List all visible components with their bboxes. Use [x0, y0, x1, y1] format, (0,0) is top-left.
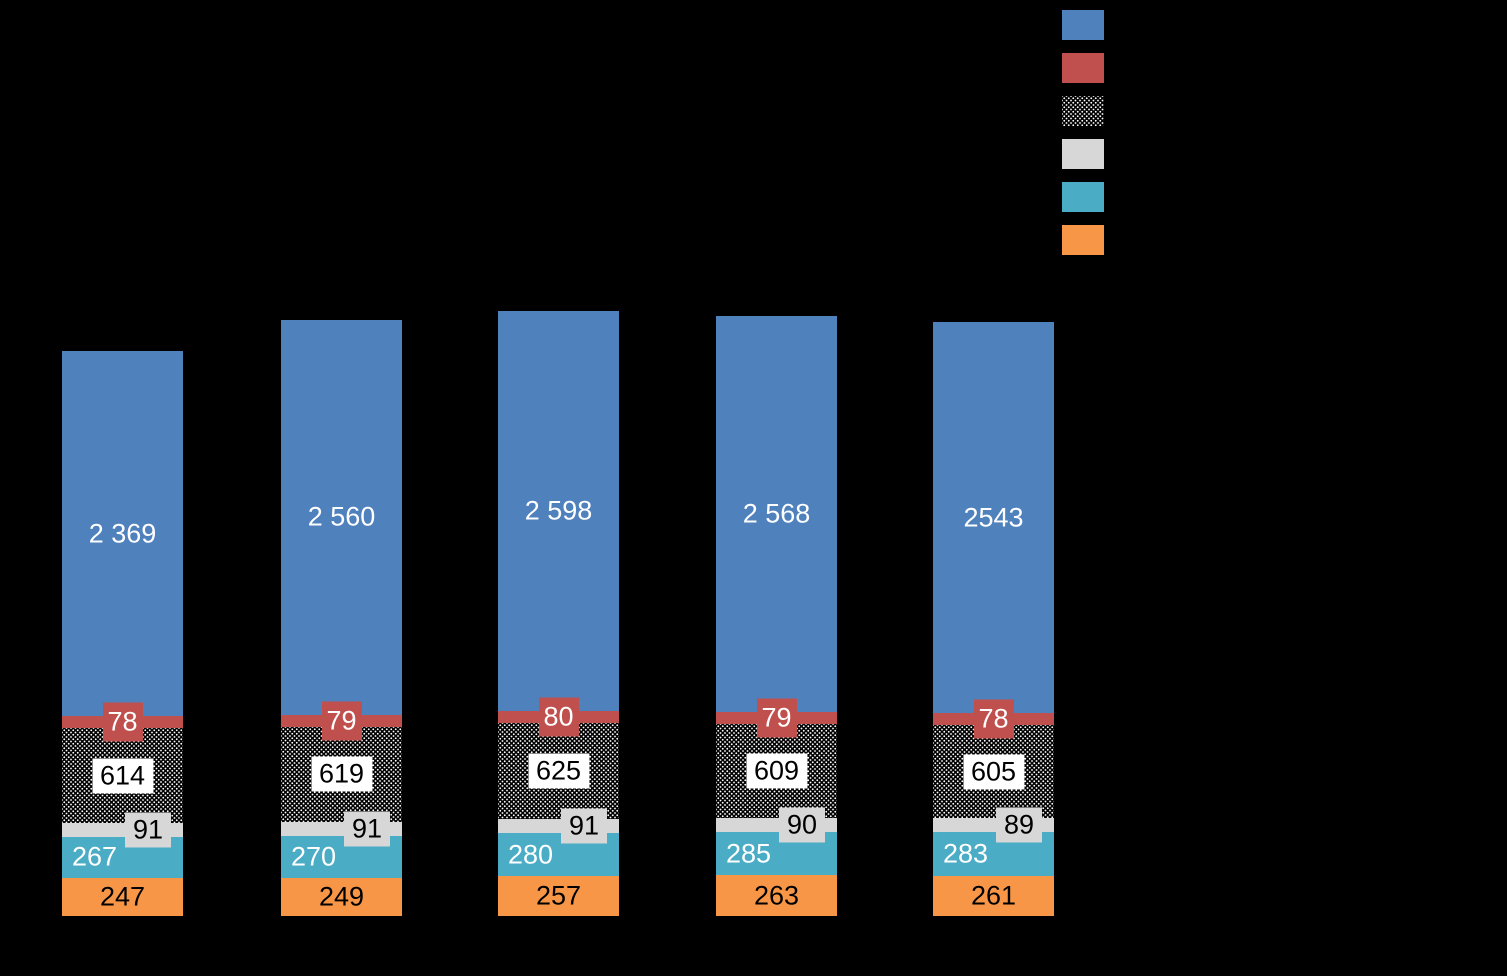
red-segment: 79: [716, 698, 837, 738]
red-value-label: 78: [973, 699, 1014, 739]
blue-value-label: 2 560: [307, 501, 376, 532]
teal-value-label: 285: [726, 838, 772, 869]
legend-swatch-gray: [1062, 139, 1104, 169]
dotted-value-label: 619: [310, 756, 373, 792]
teal-value-label: 267: [72, 841, 118, 872]
gray-value-label: 89: [995, 807, 1042, 843]
legend-swatch-teal: [1062, 182, 1104, 212]
red-segment: 79: [281, 701, 402, 741]
gray-segment: 90: [716, 807, 837, 843]
dotted-segment: 605: [933, 725, 1054, 819]
blue-value-label: 2 568: [742, 498, 811, 529]
orange-segment: 263: [716, 875, 837, 916]
blue-value-label: 2543: [963, 501, 1024, 532]
gray-segment: 91: [281, 811, 402, 847]
red-segment: 78: [933, 699, 1054, 739]
blue-value-label: 2 369: [88, 518, 157, 549]
orange-segment: 249: [281, 877, 402, 916]
blue-segment: 2 560: [281, 320, 402, 715]
teal-segment: 280: [498, 833, 619, 877]
legend: [1062, 10, 1104, 268]
dotted-value-label: 605: [962, 754, 1025, 790]
dotted-value-label: 609: [745, 753, 808, 789]
blue-segment: 2543: [933, 321, 1054, 714]
gray-value-label: 91: [560, 808, 607, 844]
bar-5: 2543 78 605 89 283 261: [933, 321, 1054, 916]
dotted-segment: 609: [716, 723, 837, 818]
gray-value-label: 91: [124, 812, 171, 848]
red-value-label: 78: [102, 702, 143, 742]
orange-segment: 257: [498, 876, 619, 916]
teal-value-label: 283: [943, 838, 989, 869]
legend-swatch-blue: [1062, 10, 1104, 40]
red-segment: 80: [498, 697, 619, 737]
bar-3: 2 598 80 625 91 280 257: [498, 310, 619, 916]
legend-swatch-orange: [1062, 225, 1104, 255]
orange-value-label: 261: [970, 880, 1017, 911]
legend-swatch-dotted: [1062, 96, 1104, 126]
teal-value-label: 280: [508, 839, 554, 870]
bar-2: 2 560 79 619 91 270 249: [281, 320, 402, 916]
teal-value-label: 270: [291, 841, 337, 872]
gray-value-label: 91: [343, 811, 390, 847]
dotted-segment: 625: [498, 723, 619, 820]
blue-value-label: 2 598: [524, 495, 593, 526]
orange-segment: 247: [62, 877, 183, 916]
dotted-segment: 614: [62, 728, 183, 823]
red-value-label: 80: [538, 697, 579, 737]
gray-segment: 89: [933, 807, 1054, 843]
dotted-value-label: 625: [527, 753, 590, 789]
orange-value-label: 249: [318, 881, 365, 912]
red-value-label: 79: [321, 701, 362, 741]
bar-4: 2 568 79 609 90 285 263: [716, 316, 837, 916]
gray-value-label: 90: [778, 807, 825, 843]
orange-value-label: 263: [753, 880, 800, 911]
orange-value-label: 247: [99, 881, 146, 912]
gray-segment: 91: [498, 808, 619, 844]
gray-segment: 91: [62, 812, 183, 848]
blue-segment: 2 369: [62, 351, 183, 717]
dotted-segment: 619: [281, 726, 402, 823]
orange-value-label: 257: [535, 880, 582, 911]
dotted-value-label: 614: [91, 757, 154, 794]
red-segment: 78: [62, 702, 183, 742]
blue-segment: 2 568: [716, 316, 837, 712]
red-value-label: 79: [756, 698, 797, 738]
teal-segment: 270: [281, 836, 402, 878]
bar-1: 2 369 78 614 91 267 247: [62, 351, 183, 916]
legend-swatch-red: [1062, 53, 1104, 83]
blue-segment: 2 598: [498, 310, 619, 711]
orange-segment: 261: [933, 875, 1054, 916]
